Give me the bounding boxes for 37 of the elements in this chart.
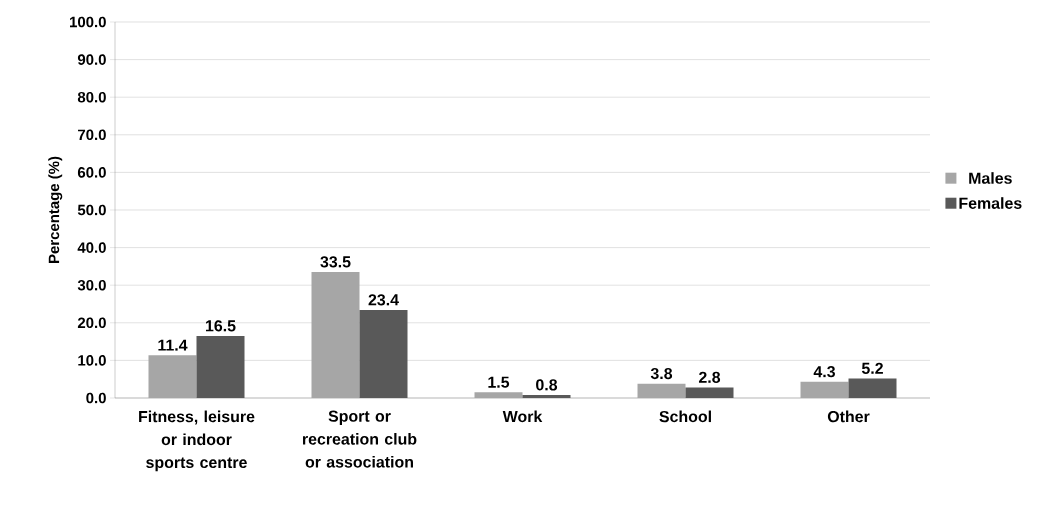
x-tick-label: Work [502, 410, 543, 423]
data-label: 0.8 [536, 379, 558, 391]
y-tick-label: 20.0 [77, 317, 106, 329]
bar [848, 378, 897, 398]
data-label: 4.3 [813, 366, 835, 378]
y-tick-label: 60.0 [77, 167, 106, 178]
y-tick-label: 0.0 [86, 392, 106, 404]
y-axis-title: Percentage (%) [48, 156, 63, 263]
data-label: 3.8 [650, 367, 673, 380]
y-tick-label: 80.0 [77, 91, 106, 103]
bar [522, 394, 571, 398]
legend-label: Females [959, 197, 1022, 209]
data-label: 33.5 [320, 256, 351, 268]
y-tick-label: 10.0 [78, 355, 106, 366]
data-label: 5.2 [861, 362, 883, 374]
y-tick-label: 50.0 [77, 204, 106, 216]
bar [359, 310, 408, 398]
bar [637, 383, 686, 398]
y-tick-label: 70.0 [78, 129, 106, 141]
data-label: 11.4 [158, 339, 188, 351]
y-tick-label: 40.0 [77, 242, 106, 253]
bar [474, 392, 523, 398]
data-label: 16.5 [205, 320, 236, 332]
x-tick-label: Sport or recreation club or association [302, 410, 417, 468]
x-tick-label: Other [827, 410, 870, 423]
data-label: 2.8 [698, 371, 721, 383]
x-tick-label: Fitness, leisure or indoor sports centre [139, 410, 255, 472]
y-tick-label: 30.0 [77, 279, 106, 291]
data-label: 1.5 [488, 376, 510, 388]
data-label: 23.4 [368, 294, 399, 306]
y-tick-label: 90.0 [77, 54, 106, 65]
bar [685, 387, 734, 398]
y-tick-label: 100.0 [70, 16, 106, 28]
x-tick-label: School [659, 410, 711, 423]
legend-label: Males [969, 172, 1012, 184]
bar [800, 381, 849, 398]
bar [196, 335, 245, 398]
